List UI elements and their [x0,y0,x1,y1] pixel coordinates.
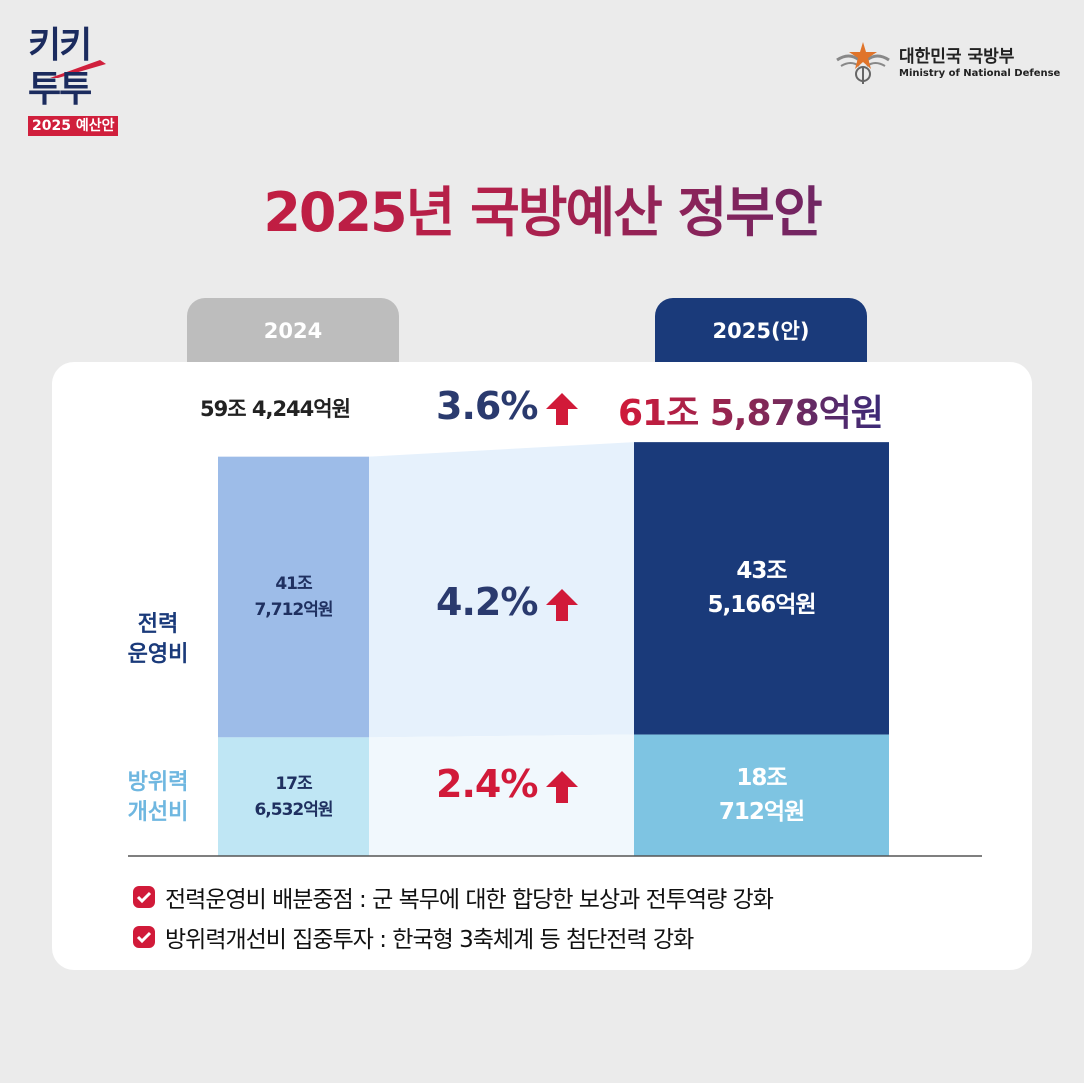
growth-band-dev [369,734,634,856]
note-text: 방위력개선비 집중투자 : 한국형 3축체계 등 첨단전력 강화 [165,927,694,953]
category-ops-line2: 운영비 [127,642,189,667]
total-2024: 59조 4,244억원 [200,397,351,421]
growth-ops: 4.2% [436,580,579,624]
category-label-ops: 전력 운영비 [108,610,208,670]
bar-label-line1: 41조 [275,574,312,595]
category-ops-line1: 전력 [137,612,179,637]
bar-ops-2024 [218,456,369,738]
ministry-name-en: Ministry of National Defense [899,68,1061,79]
note-text: 전력운영비 배분중점 : 군 복무에 대한 합당한 보상과 전투역량 강화 [165,887,774,913]
notes-list: 전력운영비 배분중점 : 군 복무에 대한 합당한 보상과 전투역량 강화 방위… [133,877,774,957]
growth-ops-value: 4.2% [436,580,538,624]
bar-ops-2025 [634,442,889,735]
brand-badge: 2025 예산안 [28,116,119,136]
growth-total-value: 3.6% [436,384,538,428]
bar-label-line2: 7,712억원 [254,600,333,621]
ministry-name-ko: 대한민국 국방부 [899,47,1015,67]
tab-2025: 2025(안) [655,298,867,368]
brand-line-2: 투투 [28,69,92,110]
bar-label-line1: 18조 [736,765,787,792]
category-label-dev: 방위력 개선비 [108,768,208,828]
brand-logo: 키키 투투 2025 예산안 [28,28,128,140]
bar-label-line1: 43조 [736,558,787,585]
total-2025: 61조 5,878억원 [618,384,884,436]
arrow-up-icon [546,588,579,621]
bar-dev-2024 [218,737,369,856]
page-title: 2025년 국방예산 정부안 [0,168,1084,247]
growth-dev-value: 2.4% [436,762,538,806]
growth-dev: 2.4% [436,762,579,806]
category-dev-line1: 방위력 [127,770,189,795]
note-item: 전력운영비 배분중점 : 군 복무에 대한 합당한 보상과 전투역량 강화 [133,877,774,917]
bar-label-dev-2024: 17조 6,532억원 [218,771,369,823]
growth-total: 3.6% [436,384,579,428]
category-dev-line2: 개선비 [127,800,189,825]
ministry-logo: 대한민국 국방부 Ministry of National Defense [835,38,1065,86]
bar-label-ops-2024: 41조 7,712억원 [218,571,369,623]
check-icon [133,886,155,908]
bar-label-line1: 17조 [275,773,312,794]
ministry-emblem-icon [836,42,890,84]
bar-label-line2: 5,166억원 [707,592,816,619]
bar-label-line2: 712억원 [718,799,805,826]
arrow-up-icon [546,392,579,425]
tab-2024: 2024 [187,298,399,368]
bar-dev-2025 [634,734,889,856]
brand-slash-icon [50,60,106,78]
arrow-up-icon [546,770,579,803]
growth-band-ops [369,442,634,738]
check-icon [133,926,155,948]
bar-label-dev-2025: 18조 712억원 [634,761,889,829]
note-item: 방위력개선비 집중투자 : 한국형 3축체계 등 첨단전력 강화 [133,917,773,957]
brand-line-1: 키키 [28,25,92,66]
bar-label-ops-2025: 43조 5,166억원 [634,554,889,622]
bar-label-line2: 6,532억원 [254,799,333,820]
